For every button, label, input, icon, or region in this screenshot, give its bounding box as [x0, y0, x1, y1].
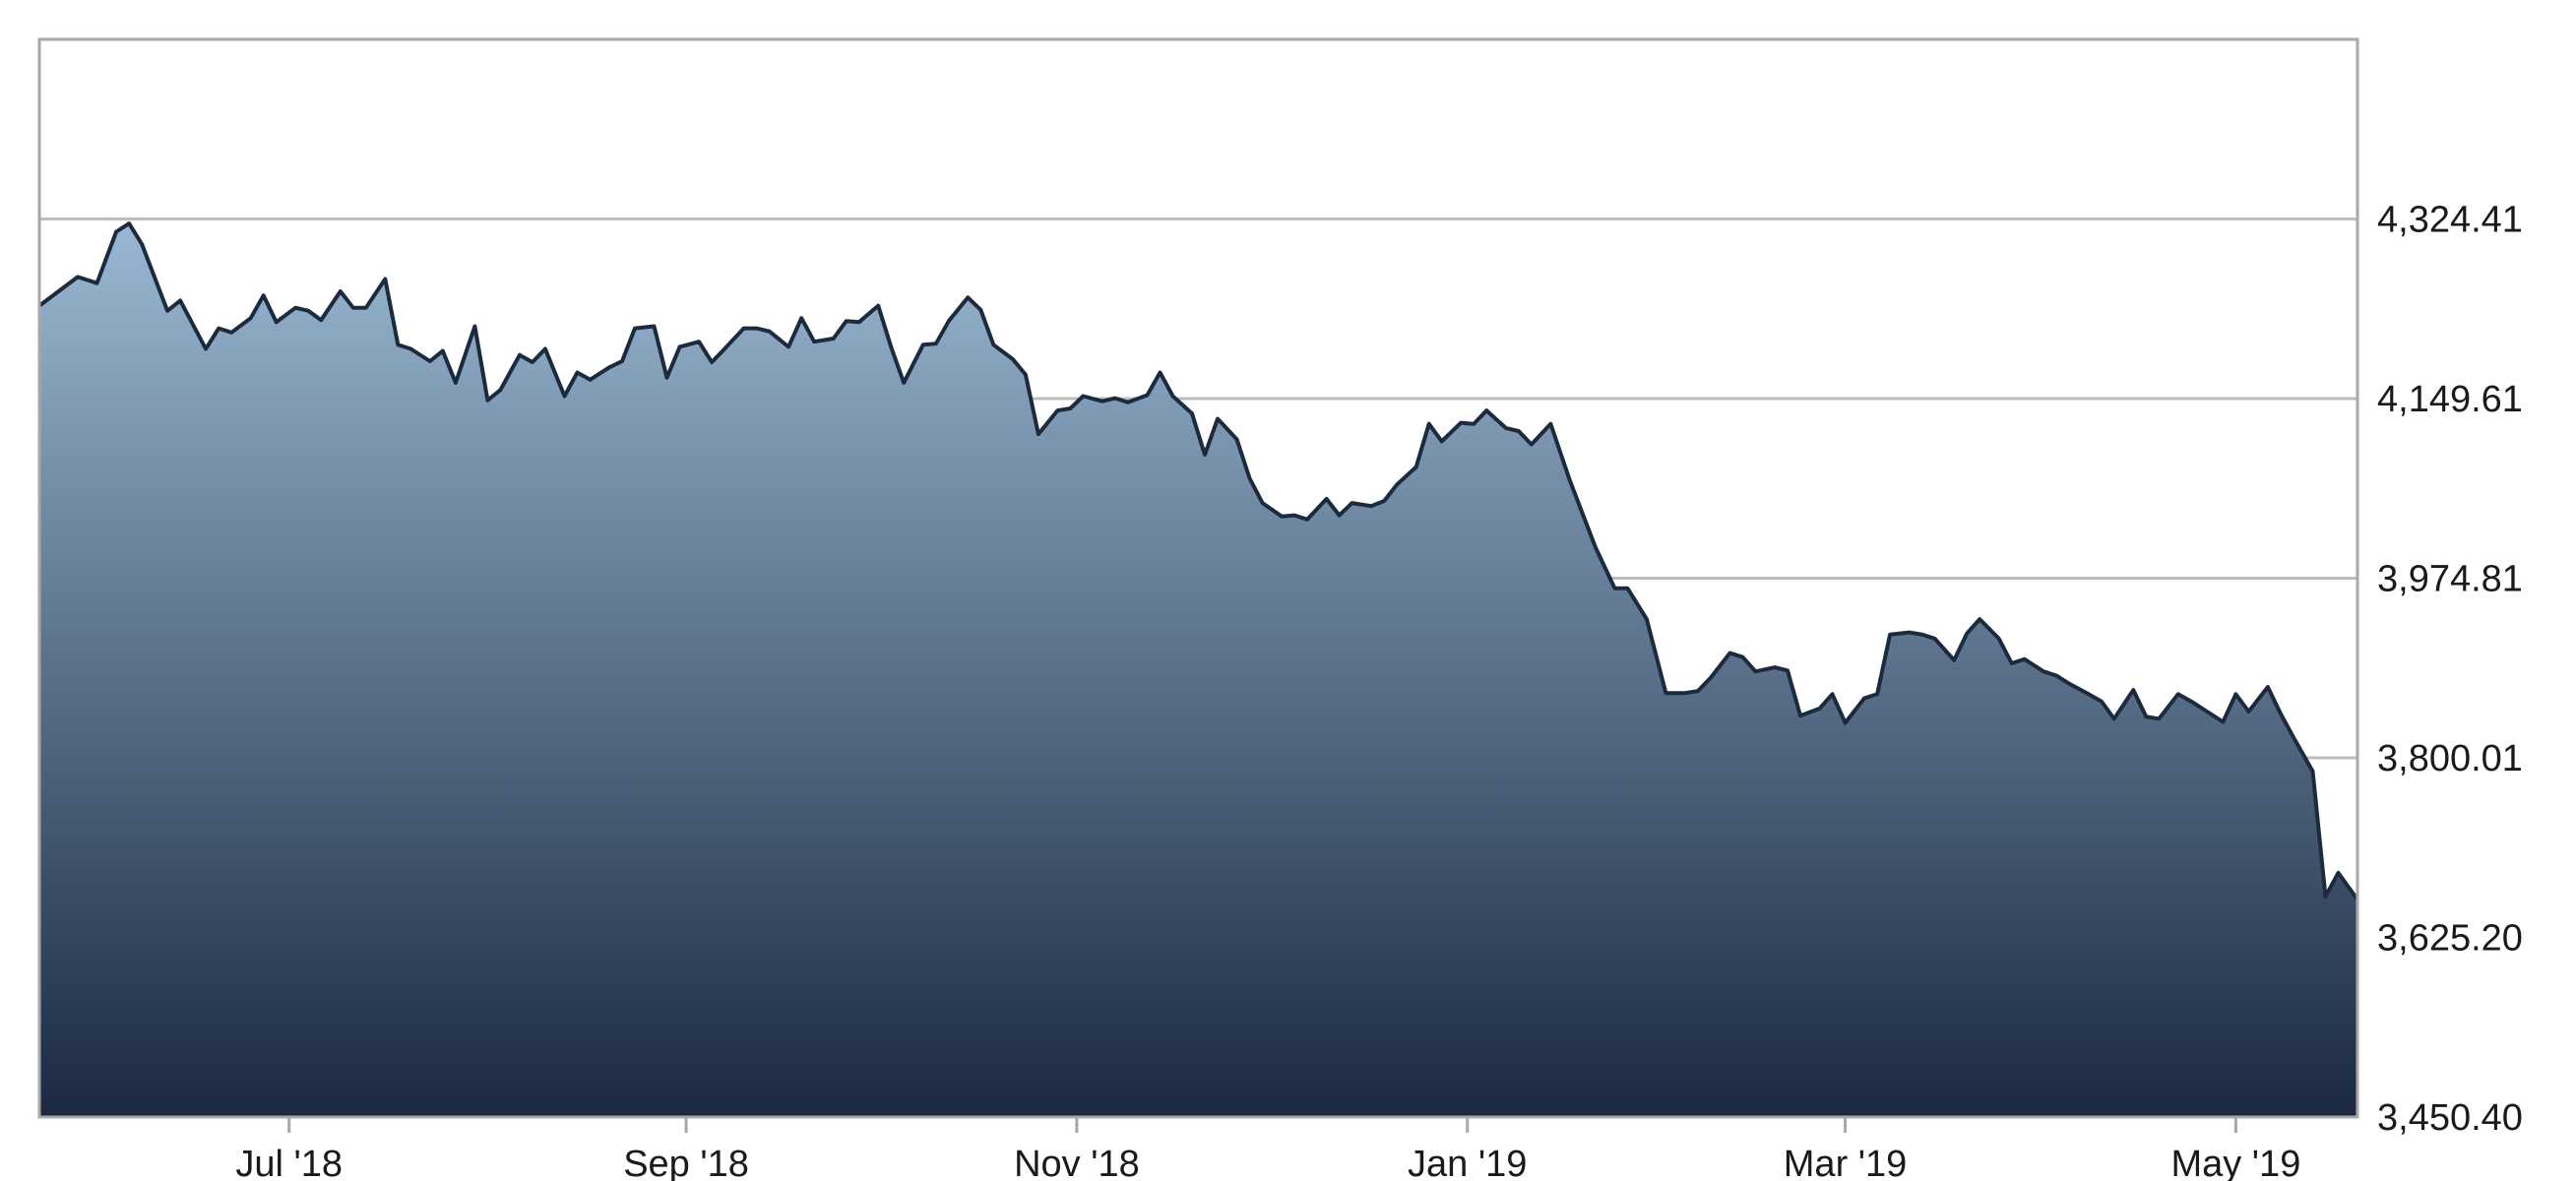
x-tick-label: Sep '18	[623, 1144, 749, 1181]
x-tick-label: Mar '19	[1784, 1144, 1908, 1181]
y-tick-label: 3,974.81	[2377, 558, 2523, 599]
y-tick-label: 3,450.40	[2377, 1097, 2523, 1139]
x-tick-label: Nov '18	[1014, 1144, 1140, 1181]
y-tick-label: 4,149.61	[2377, 379, 2523, 420]
y-tick-label: 3,800.01	[2377, 738, 2523, 779]
x-tick-label: Jan '19	[1408, 1144, 1527, 1181]
plot-frame	[37, 37, 2359, 1119]
series-line	[37, 221, 2359, 901]
x-tick-label: Jul '18	[235, 1144, 343, 1181]
series-area	[39, 223, 2357, 1118]
y-axis: 3,450.40 3,625.20 3,800.01 3,974.81 4,149.61…	[2377, 199, 2523, 1139]
x-tick-label: May '19	[2170, 1144, 2300, 1181]
x-axis: Jul '18 Sep '18 Nov '18 Jan '19 Mar '19 May '…	[235, 1117, 2300, 1181]
y-tick-label: 3,625.20	[2377, 918, 2523, 960]
y-tick-label: 4,324.41	[2377, 199, 2523, 240]
